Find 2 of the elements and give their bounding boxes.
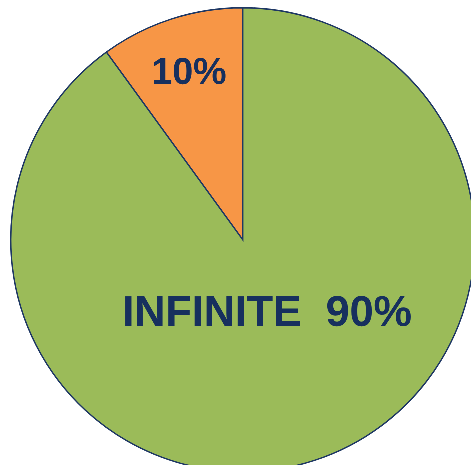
data-label: 10% <box>154 58 226 85</box>
slice-label: INFINITE 90% <box>126 296 411 327</box>
